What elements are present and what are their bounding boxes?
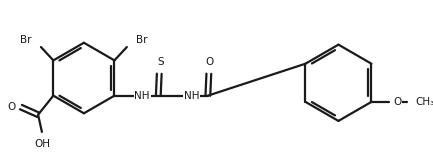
Text: OH: OH xyxy=(34,139,50,149)
Text: NH: NH xyxy=(134,91,150,101)
Text: CH₃: CH₃ xyxy=(415,97,433,107)
Text: S: S xyxy=(157,57,164,67)
Text: Br: Br xyxy=(20,35,32,45)
Text: Br: Br xyxy=(136,35,148,45)
Text: O: O xyxy=(206,57,214,67)
Text: NH: NH xyxy=(184,91,200,101)
Text: O: O xyxy=(7,102,15,112)
Text: O: O xyxy=(394,97,402,107)
